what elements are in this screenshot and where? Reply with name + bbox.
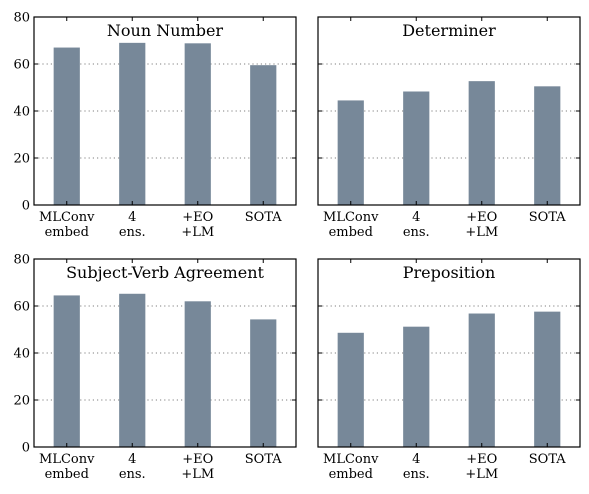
bar-sota [534,86,561,205]
x-tick-label: +EO +LM [465,210,498,240]
x-tick-label: MLConv embed [39,452,95,482]
bar-4-ens [119,293,146,447]
x-tick-label: 4 ens. [119,452,146,482]
bar-4-ens [403,91,430,205]
y-tick-label: 40 [13,105,30,120]
y-tick-label: 0 [22,199,30,214]
x-tick-label: 4 ens. [119,210,146,240]
panel-noun-number: 0 20 40 60 80 MLConv embed 4 ens. +EO +LM SOTA Noun … [13,11,297,240]
x-tick-label: 4 ens. [403,210,430,240]
bar-mlconv-embed [53,47,80,205]
x-tick-label: 4 ens. [403,452,430,482]
x-tick-label: SOTA [245,452,283,467]
y-tick-label: 20 [13,152,30,167]
y-tick-label: 60 [13,300,30,315]
y-tick-label: 80 [13,253,30,268]
bar-eo-lm [184,301,211,447]
bar-sota [250,319,277,447]
panel-title: Determiner [402,21,496,40]
x-tick-label: SOTA [529,210,567,225]
bar-mlconv-embed [337,100,364,205]
bar-sota [534,311,561,447]
x-tick-label: SOTA [529,452,567,467]
panel-preposition: MLConv embed 4 ens. +EO +LM SOTA Preposition [317,258,581,482]
x-tick-label: MLConv embed [323,452,379,482]
x-tick-label: +EO +LM [181,210,214,240]
y-tick-label: 0 [22,441,30,456]
x-tick-label: +EO +LM [181,452,214,482]
y-tick-label: 20 [13,394,30,409]
bar-eo-lm [468,81,495,205]
bar-4-ens [119,42,146,205]
bar-mlconv-embed [53,295,80,447]
bar-mlconv-embed [337,332,364,447]
x-tick-label: MLConv embed [323,210,379,240]
y-tick-label: 80 [13,11,30,26]
panel-title: Noun Number [107,21,224,40]
panel-title: Subject-Verb Agreement [66,263,264,282]
panel-determiner: MLConv embed 4 ens. +EO +LM SOTA Determiner [317,16,581,240]
bar-eo-lm [468,313,495,447]
y-tick-label: 40 [13,347,30,362]
x-tick-label: MLConv embed [39,210,95,240]
bar-eo-lm [184,43,211,205]
x-tick-label: +EO +LM [465,452,498,482]
bar-sota [250,65,277,205]
panel-subject-verb-agreement: 0 20 40 60 80 MLConv embed 4 ens. +EO +LM SOTA Subje… [13,253,297,482]
y-tick-label: 60 [13,58,30,73]
x-tick-label: SOTA [245,210,283,225]
panel-title: Preposition [403,263,496,282]
bar-4-ens [403,326,430,447]
